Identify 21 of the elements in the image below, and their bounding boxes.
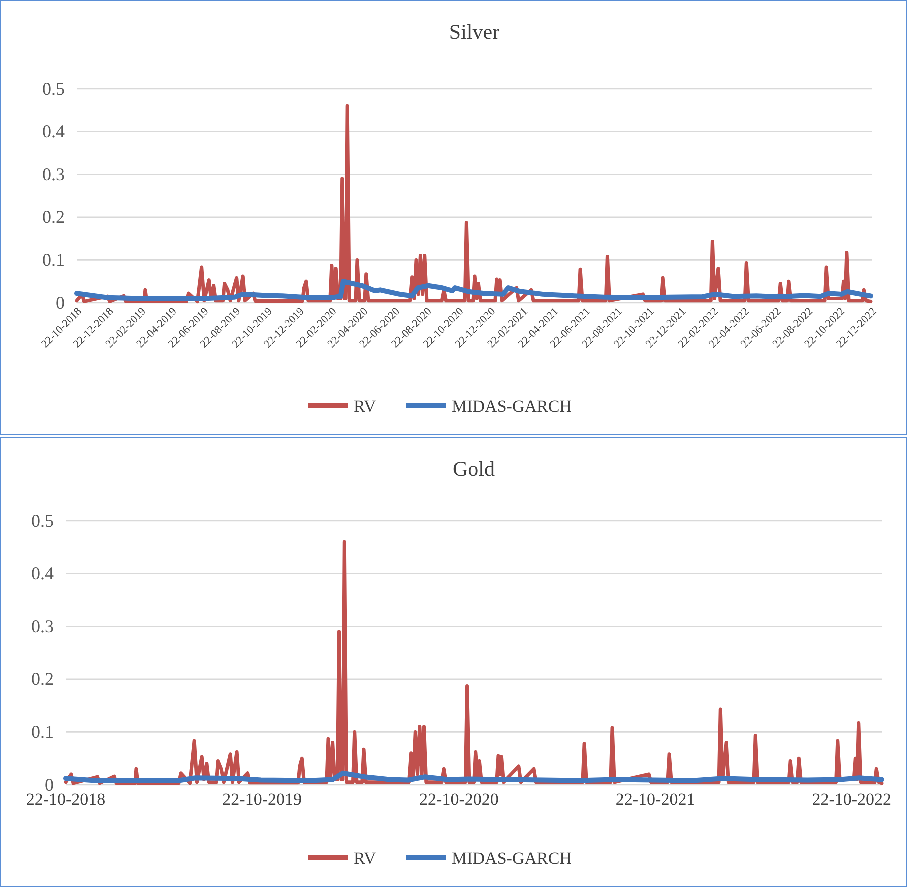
y-tick-label: 0.3 [32, 616, 54, 636]
y-tick-label: 0.5 [32, 510, 54, 531]
y-tick-label: 0.1 [32, 722, 54, 742]
legend-label: MIDAS-GARCH [452, 396, 572, 416]
x-tick-label: 22-10-2022 [812, 790, 892, 810]
x-tick-label: 22-10-2021 [616, 790, 696, 810]
chart-title: Gold [453, 457, 496, 481]
x-tick-label: 22-10-2020 [420, 790, 499, 810]
x-tick-label: 22-10-2019 [222, 790, 302, 810]
y-tick-label: 0.4 [32, 564, 54, 584]
legend-label: MIDAS-GARCH [452, 848, 572, 868]
y-tick-label: 0.5 [42, 78, 65, 99]
y-tick-label: 0.4 [42, 122, 65, 142]
y-tick-label: 0.1 [42, 250, 65, 270]
chart-title: Silver [449, 20, 500, 44]
y-tick-label: 0.2 [32, 669, 54, 690]
y-tick-label: 0 [56, 292, 65, 313]
y-tick-label: 0.3 [42, 164, 65, 184]
legend-label: RV [354, 396, 377, 416]
legend-label: RV [354, 848, 377, 868]
y-tick-label: 0.2 [42, 207, 65, 228]
